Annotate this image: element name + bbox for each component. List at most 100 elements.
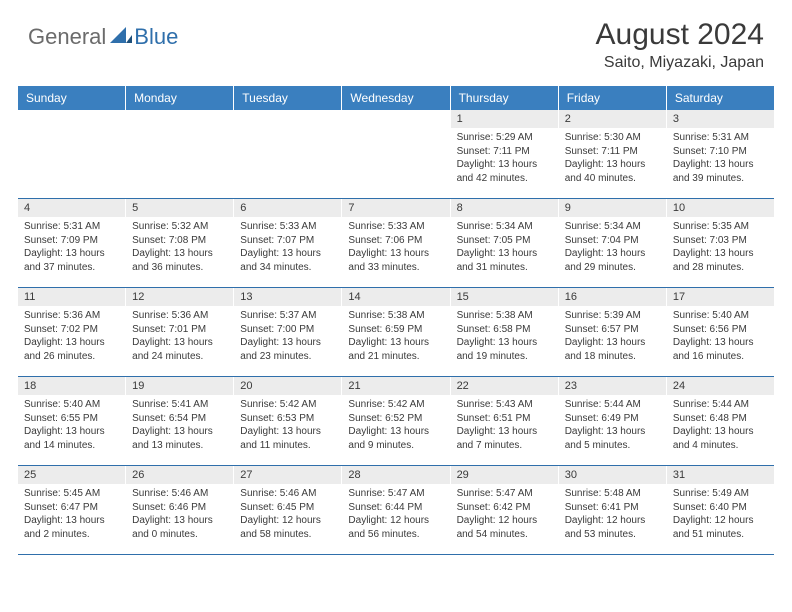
day-line: Sunset: 7:07 PM [240, 234, 335, 248]
calendar-cell: 17Sunrise: 5:40 AMSunset: 6:56 PMDayligh… [667, 288, 774, 376]
calendar-cell: 27Sunrise: 5:46 AMSunset: 6:45 PMDayligh… [234, 466, 342, 554]
day-number: 8 [451, 199, 558, 217]
day-line: Daylight: 13 hours and 13 minutes. [132, 425, 227, 452]
day-line: Daylight: 13 hours and 40 minutes. [565, 158, 660, 185]
day-number: 3 [667, 110, 774, 128]
day-line: Sunset: 6:48 PM [673, 412, 768, 426]
day-line: Sunset: 7:03 PM [673, 234, 768, 248]
day-line: Sunrise: 5:48 AM [565, 487, 660, 501]
day-line: Sunset: 7:06 PM [348, 234, 443, 248]
day-line: Sunset: 7:10 PM [673, 145, 768, 159]
day-line: Daylight: 12 hours and 56 minutes. [348, 514, 443, 541]
logo: General Blue [28, 24, 178, 50]
day-line: Sunrise: 5:31 AM [24, 220, 119, 234]
day-line: Sunrise: 5:39 AM [565, 309, 660, 323]
day-line: Sunrise: 5:49 AM [673, 487, 768, 501]
day-line: Daylight: 13 hours and 42 minutes. [457, 158, 552, 185]
day-line: Sunrise: 5:45 AM [24, 487, 119, 501]
day-number: 20 [234, 377, 341, 395]
day-line: Sunrise: 5:41 AM [132, 398, 227, 412]
calendar-cell: 30Sunrise: 5:48 AMSunset: 6:41 PMDayligh… [559, 466, 667, 554]
day-content: Sunrise: 5:47 AMSunset: 6:44 PMDaylight:… [342, 484, 449, 545]
day-content: Sunrise: 5:46 AMSunset: 6:46 PMDaylight:… [126, 484, 233, 545]
day-line: Sunrise: 5:40 AM [24, 398, 119, 412]
day-line: Daylight: 13 hours and 21 minutes. [348, 336, 443, 363]
day-line: Sunset: 6:56 PM [673, 323, 768, 337]
day-line: Daylight: 13 hours and 31 minutes. [457, 247, 552, 274]
day-line: Daylight: 13 hours and 28 minutes. [673, 247, 768, 274]
day-line: Sunset: 6:41 PM [565, 501, 660, 515]
day-line: Sunrise: 5:31 AM [673, 131, 768, 145]
calendar-cell [126, 110, 234, 198]
day-number: 10 [667, 199, 774, 217]
day-line: Daylight: 13 hours and 0 minutes. [132, 514, 227, 541]
day-number: 22 [451, 377, 558, 395]
day-line: Daylight: 13 hours and 26 minutes. [24, 336, 119, 363]
day-content: Sunrise: 5:31 AMSunset: 7:10 PMDaylight:… [667, 128, 774, 189]
title-block: August 2024 Saito, Miyazaki, Japan [596, 18, 764, 72]
day-line: Sunrise: 5:33 AM [240, 220, 335, 234]
day-content: Sunrise: 5:32 AMSunset: 7:08 PMDaylight:… [126, 217, 233, 278]
day-line: Daylight: 12 hours and 51 minutes. [673, 514, 768, 541]
calendar-cell: 11Sunrise: 5:36 AMSunset: 7:02 PMDayligh… [18, 288, 126, 376]
day-line: Daylight: 13 hours and 16 minutes. [673, 336, 768, 363]
calendar-cell: 4Sunrise: 5:31 AMSunset: 7:09 PMDaylight… [18, 199, 126, 287]
day-line: Sunrise: 5:34 AM [457, 220, 552, 234]
day-number: 29 [451, 466, 558, 484]
day-line: Daylight: 13 hours and 29 minutes. [565, 247, 660, 274]
calendar-body: 1Sunrise: 5:29 AMSunset: 7:11 PMDaylight… [18, 110, 774, 555]
calendar-cell: 6 Sunrise: 5:33 AMSunset: 7:07 PMDaylight… [234, 199, 342, 287]
weekday-header: Saturday [667, 86, 774, 110]
day-number: 1 [451, 110, 558, 128]
day-number: 6 [234, 199, 341, 217]
day-content: Sunrise: 5:39 AMSunset: 6:57 PMDaylight:… [559, 306, 666, 367]
day-line: Sunset: 7:01 PM [132, 323, 227, 337]
day-number: 14 [342, 288, 449, 306]
weekday-header: Wednesday [342, 86, 450, 110]
calendar-cell: 25Sunrise: 5:45 AMSunset: 6:47 PMDayligh… [18, 466, 126, 554]
calendar-cell [342, 110, 450, 198]
day-line: Daylight: 13 hours and 34 minutes. [240, 247, 335, 274]
calendar-cell [18, 110, 126, 198]
day-line: Daylight: 13 hours and 23 minutes. [240, 336, 335, 363]
day-line: Sunrise: 5:36 AM [132, 309, 227, 323]
day-line: Sunrise: 5:42 AM [348, 398, 443, 412]
day-number: 30 [559, 466, 666, 484]
day-content: Sunrise: 5:49 AMSunset: 6:40 PMDaylight:… [667, 484, 774, 545]
day-line: Sunrise: 5:30 AM [565, 131, 660, 145]
weekday-header: Tuesday [234, 86, 342, 110]
day-line: Sunset: 6:47 PM [24, 501, 119, 515]
day-number: 16 [559, 288, 666, 306]
calendar-cell: 21Sunrise: 5:42 AMSunset: 6:52 PMDayligh… [342, 377, 450, 465]
day-line: Sunrise: 5:32 AM [132, 220, 227, 234]
day-content: Sunrise: 5:34 AMSunset: 7:05 PMDaylight:… [451, 217, 558, 278]
day-line: Daylight: 13 hours and 9 minutes. [348, 425, 443, 452]
calendar-cell: 22Sunrise: 5:43 AMSunset: 6:51 PMDayligh… [451, 377, 559, 465]
day-line: Sunset: 7:11 PM [457, 145, 552, 159]
day-number: 28 [342, 466, 449, 484]
calendar-cell: 14Sunrise: 5:38 AMSunset: 6:59 PMDayligh… [342, 288, 450, 376]
day-line: Daylight: 13 hours and 19 minutes. [457, 336, 552, 363]
calendar-cell: 18Sunrise: 5:40 AMSunset: 6:55 PMDayligh… [18, 377, 126, 465]
day-content: Sunrise: 5:35 AMSunset: 7:03 PMDaylight:… [667, 217, 774, 278]
calendar-cell: 8Sunrise: 5:34 AMSunset: 7:05 PMDaylight… [451, 199, 559, 287]
day-content: Sunrise: 5:43 AMSunset: 6:51 PMDaylight:… [451, 395, 558, 456]
day-number: 2 [559, 110, 666, 128]
calendar-row: 25Sunrise: 5:45 AMSunset: 6:47 PMDayligh… [18, 466, 774, 555]
day-number: 23 [559, 377, 666, 395]
day-line: Sunset: 7:11 PM [565, 145, 660, 159]
day-line: Sunset: 6:44 PM [348, 501, 443, 515]
day-line: Sunrise: 5:42 AM [240, 398, 335, 412]
day-line: Sunset: 6:57 PM [565, 323, 660, 337]
day-line: Sunrise: 5:40 AM [673, 309, 768, 323]
calendar: SundayMondayTuesdayWednesdayThursdayFrid… [18, 86, 774, 555]
day-line: Sunrise: 5:44 AM [565, 398, 660, 412]
day-line: Daylight: 13 hours and 39 minutes. [673, 158, 768, 185]
calendar-cell: 10Sunrise: 5:35 AMSunset: 7:03 PMDayligh… [667, 199, 774, 287]
day-line: Daylight: 13 hours and 36 minutes. [132, 247, 227, 274]
day-line: Sunset: 6:55 PM [24, 412, 119, 426]
calendar-cell: 7Sunrise: 5:33 AMSunset: 7:06 PMDaylight… [342, 199, 450, 287]
day-number: 24 [667, 377, 774, 395]
day-content: Sunrise: 5:42 AMSunset: 6:53 PMDaylight:… [234, 395, 341, 456]
day-line: Sunrise: 5:44 AM [673, 398, 768, 412]
